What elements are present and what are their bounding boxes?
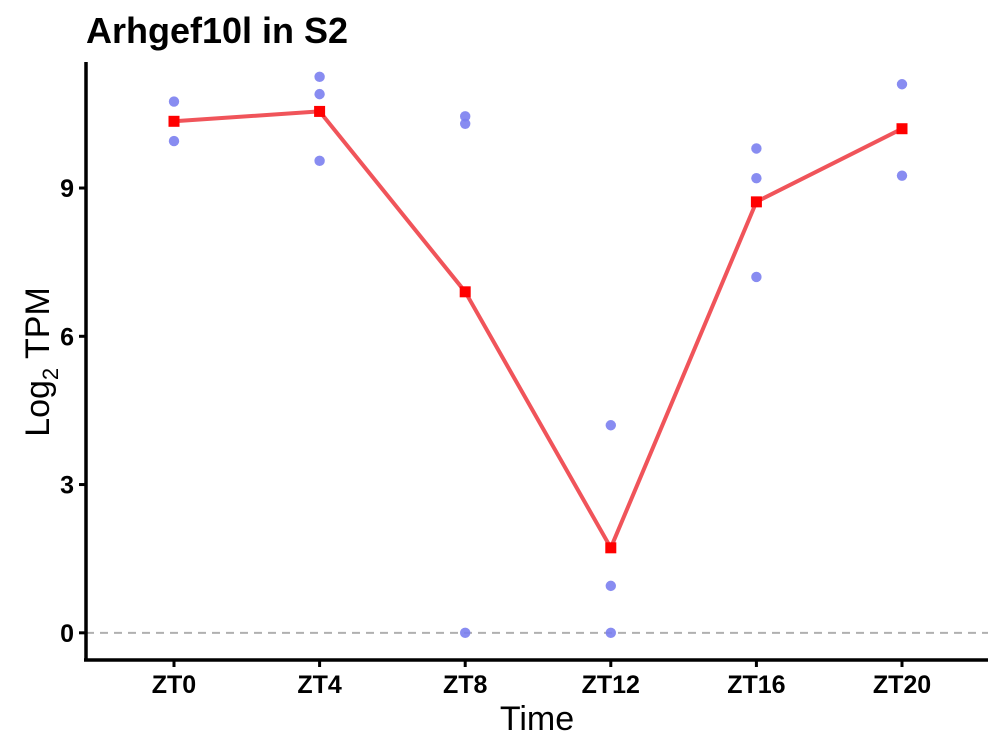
replicate-point xyxy=(896,170,908,181)
mean-point xyxy=(314,105,326,117)
x-tick-label: ZT4 xyxy=(297,671,342,699)
replicate-point xyxy=(896,79,908,90)
y-tick-label: 0 xyxy=(60,620,74,648)
chart-title: Arhgef10l in S2 xyxy=(86,10,348,51)
replicate-point xyxy=(314,71,325,83)
replicate-point xyxy=(460,111,471,122)
replicate-point xyxy=(751,271,762,283)
x-tick-label: ZT0 xyxy=(152,671,196,699)
replicate-point xyxy=(605,420,616,431)
y-axis-title-unit: TPM xyxy=(19,287,57,368)
replicate-point xyxy=(314,88,325,100)
mean-point xyxy=(605,542,617,554)
mean-point xyxy=(168,115,180,127)
replicate-point xyxy=(605,627,616,639)
x-tick-label: ZT8 xyxy=(443,671,488,699)
plot-area xyxy=(86,71,988,639)
replicate-point xyxy=(751,172,762,184)
y-axis-ticks: 0 3 6 9 xyxy=(60,175,86,648)
mean-point xyxy=(750,196,762,208)
replicate-point xyxy=(605,580,616,592)
replicate-point xyxy=(460,118,471,129)
y-axis-title: Log2 TPM xyxy=(19,287,63,437)
replicate-point xyxy=(168,96,180,107)
y-tick-label: 6 xyxy=(60,323,74,351)
x-tick-label: ZT12 xyxy=(582,671,640,699)
x-axis-ticks: ZT0 ZT4 ZT8 ZT12 ZT16 ZT20 xyxy=(152,660,931,699)
x-tick-label: ZT20 xyxy=(873,671,931,699)
mean-point xyxy=(459,286,471,298)
y-axis-title-main: Log xyxy=(19,380,57,437)
y-tick-label: 9 xyxy=(60,175,74,203)
replicate-point xyxy=(314,155,325,167)
mean-point xyxy=(896,123,908,135)
y-tick-label: 3 xyxy=(60,472,74,500)
x-axis-title: Time xyxy=(500,700,574,738)
replicate-point xyxy=(751,143,762,154)
x-tick-label: ZT16 xyxy=(727,671,785,699)
replicate-point xyxy=(168,135,180,147)
mean-series-line xyxy=(173,109,903,550)
y-axis-title-subscript: 2 xyxy=(38,368,63,380)
replicate-point xyxy=(460,627,471,639)
